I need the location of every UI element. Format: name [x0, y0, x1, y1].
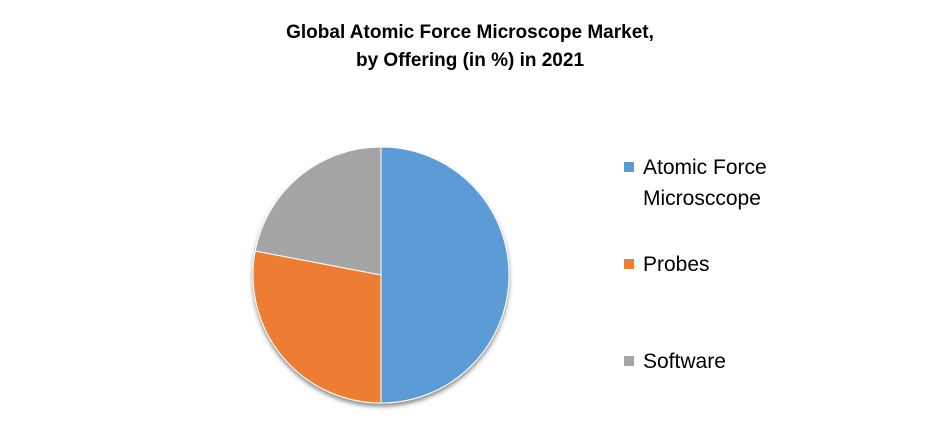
pie-slice	[380, 146, 510, 404]
legend-swatch	[624, 259, 634, 269]
pie-slice	[252, 250, 382, 404]
legend-label: Software	[643, 350, 726, 373]
legend-swatch	[624, 162, 634, 172]
chart-title: Global Atomic Force Microscope Market,	[286, 22, 654, 43]
chart-title: by Offering (in %) in 2021	[356, 50, 584, 71]
legend-label: Atomic Force Microsccope	[643, 156, 767, 210]
pie-slice	[254, 146, 382, 276]
legend-label: Probes	[643, 253, 710, 276]
pie	[252, 146, 510, 404]
legend-swatch	[624, 356, 634, 366]
